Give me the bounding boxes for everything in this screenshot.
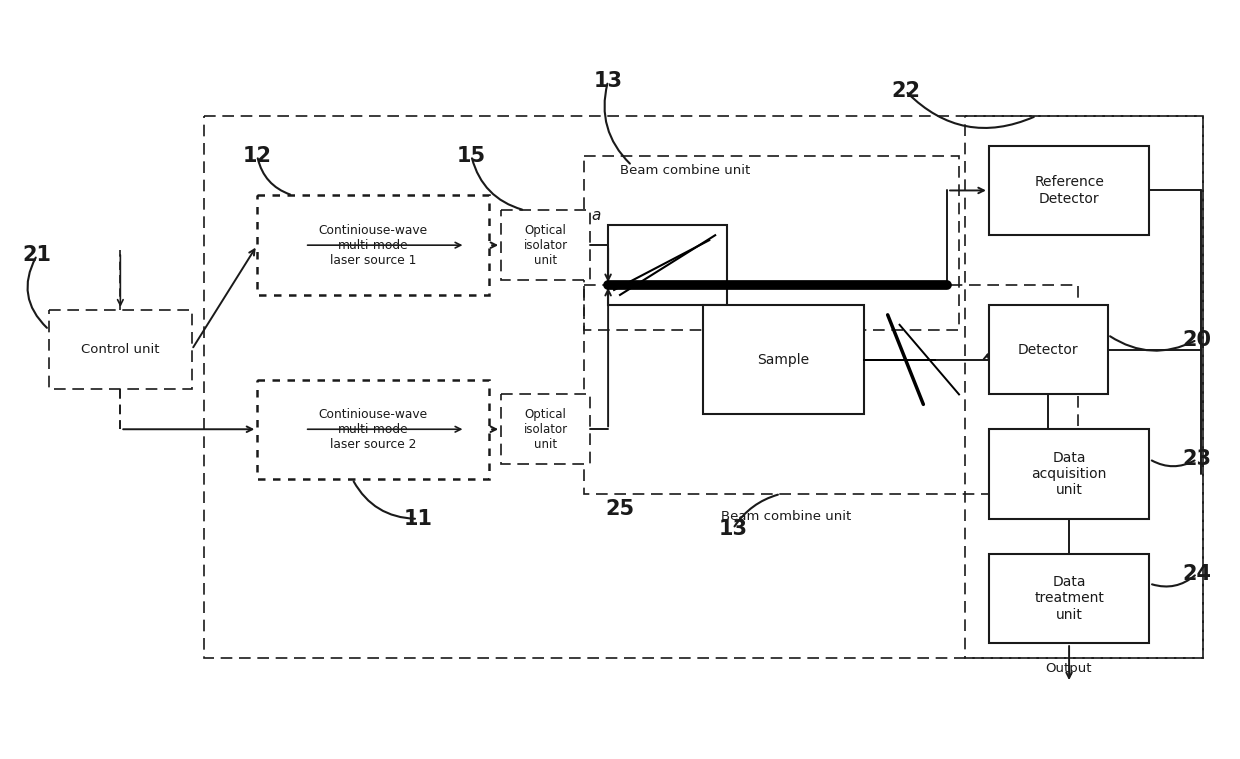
Text: Detector: Detector bbox=[1018, 342, 1079, 357]
Bar bbox=[257, 380, 489, 479]
Bar bbox=[965, 116, 1203, 658]
Text: 13: 13 bbox=[718, 518, 748, 539]
Bar bbox=[48, 310, 192, 389]
Text: 13: 13 bbox=[594, 71, 622, 91]
Text: Control unit: Control unit bbox=[81, 343, 160, 356]
Bar bbox=[203, 116, 1203, 658]
Bar bbox=[501, 395, 590, 464]
Text: Data
acquisition
unit: Data acquisition unit bbox=[1032, 451, 1107, 497]
Text: 21: 21 bbox=[22, 245, 52, 265]
Bar bbox=[988, 146, 1149, 235]
Bar bbox=[584, 285, 1078, 494]
Text: 23: 23 bbox=[1183, 449, 1211, 469]
Bar bbox=[608, 225, 727, 305]
Text: 25: 25 bbox=[605, 499, 635, 519]
Text: Beam combine unit: Beam combine unit bbox=[620, 164, 750, 177]
Text: Sample: Sample bbox=[758, 353, 810, 367]
Text: Beam combine unit: Beam combine unit bbox=[722, 510, 852, 523]
Text: Continiouse-wave
multi-mode
laser source 1: Continiouse-wave multi-mode laser source… bbox=[319, 224, 428, 266]
Bar bbox=[257, 195, 489, 295]
Bar bbox=[988, 430, 1149, 519]
Text: 12: 12 bbox=[243, 146, 272, 165]
Text: 11: 11 bbox=[403, 509, 433, 529]
Text: Output: Output bbox=[1045, 662, 1091, 675]
Bar bbox=[703, 305, 864, 414]
Text: a: a bbox=[591, 208, 601, 223]
Bar bbox=[584, 156, 959, 329]
Text: Optical
isolator
unit: Optical isolator unit bbox=[523, 408, 568, 451]
Text: Optical
isolator
unit: Optical isolator unit bbox=[523, 224, 568, 266]
Text: 15: 15 bbox=[456, 146, 486, 165]
Text: 24: 24 bbox=[1183, 563, 1211, 584]
Text: 20: 20 bbox=[1183, 329, 1211, 350]
Text: Data
treatment
unit: Data treatment unit bbox=[1034, 575, 1104, 622]
Bar bbox=[988, 553, 1149, 643]
Bar bbox=[988, 305, 1107, 395]
Text: Continiouse-wave
multi-mode
laser source 2: Continiouse-wave multi-mode laser source… bbox=[319, 408, 428, 451]
Text: 22: 22 bbox=[892, 81, 920, 101]
Text: Reference
Detector: Reference Detector bbox=[1034, 175, 1104, 206]
Bar bbox=[501, 210, 590, 280]
